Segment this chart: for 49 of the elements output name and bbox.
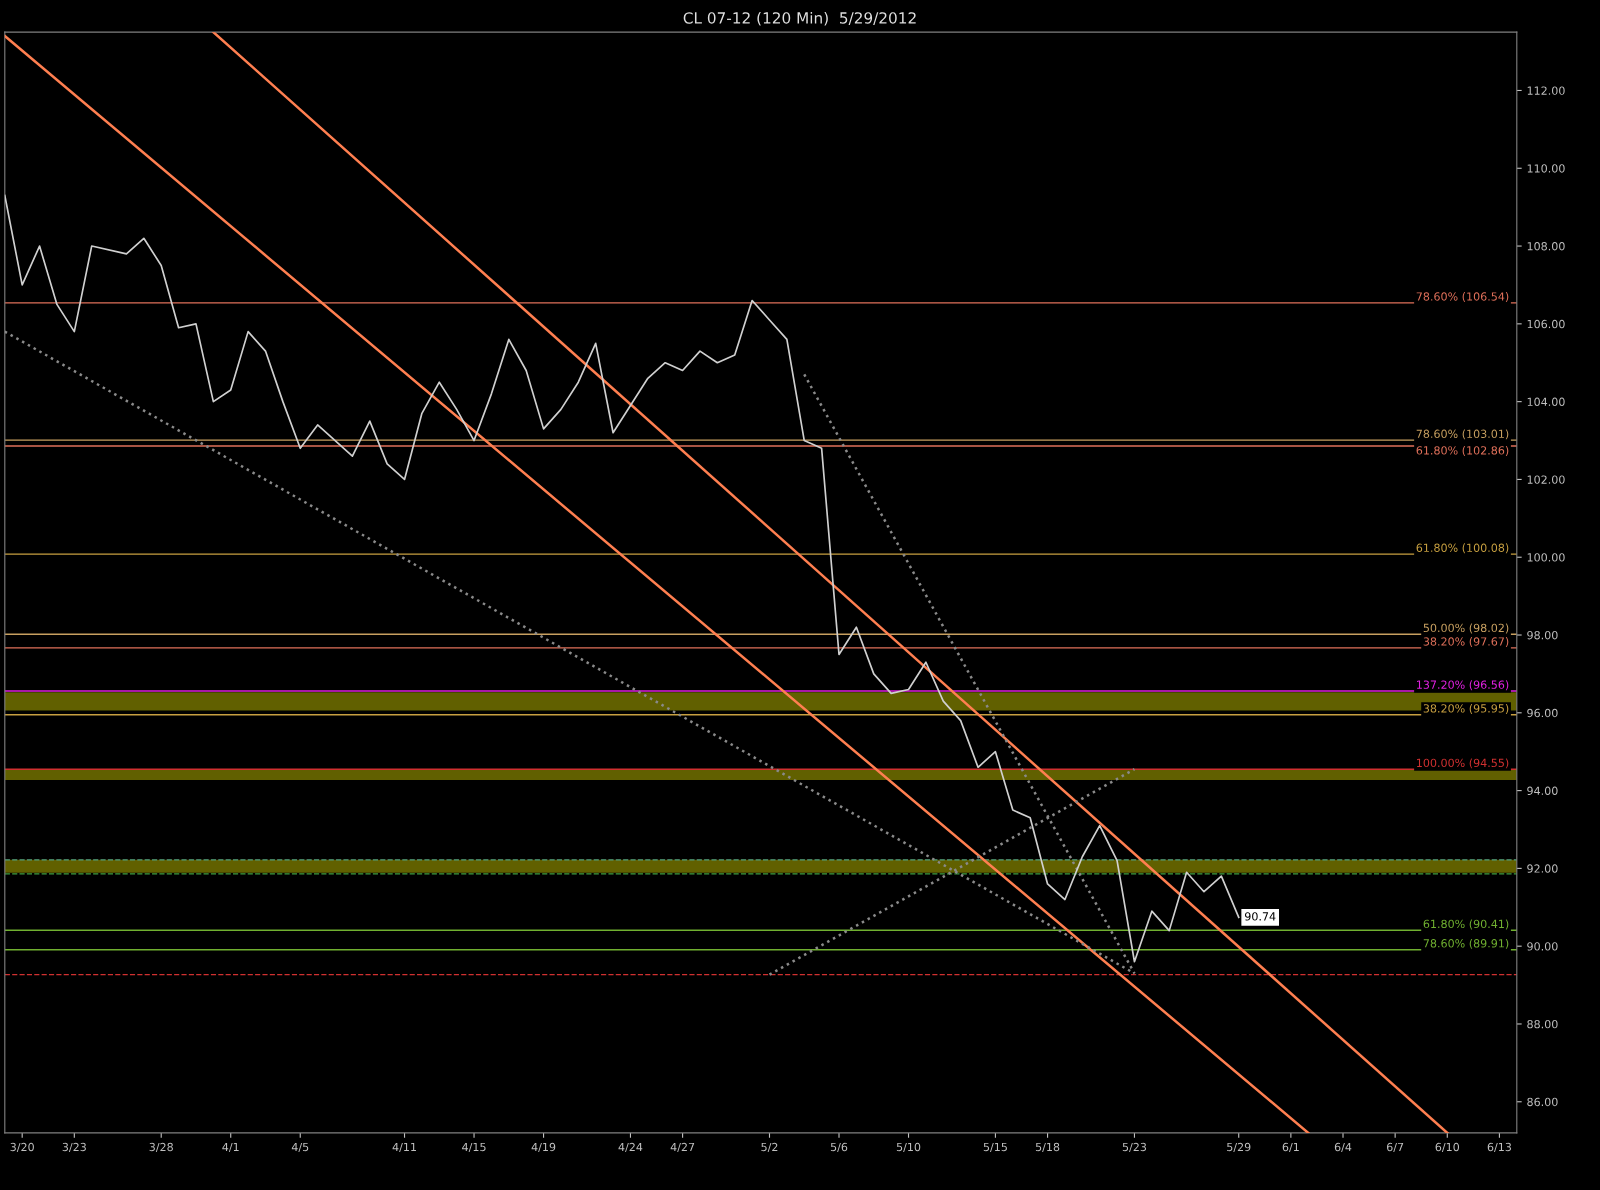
- y-tick-label: 94.00: [1527, 786, 1558, 795]
- y-tick-label: 102.00: [1527, 475, 1565, 484]
- ref-line-label: 61.80% (90.41): [1423, 919, 1509, 930]
- x-tick-label: 4/5: [291, 1142, 309, 1153]
- x-tick-label: 4/15: [462, 1142, 486, 1153]
- x-tick-label: 5/10: [896, 1142, 921, 1153]
- y-tick-label: 112.00: [1527, 86, 1565, 95]
- y-tick-label: 110.00: [1527, 164, 1565, 173]
- ref-line-label: 78.60% (103.01): [1416, 429, 1509, 440]
- x-tick-label: 3/28: [149, 1142, 173, 1153]
- y-tick-label: 108.00: [1527, 242, 1565, 251]
- x-tick-label: 6/1: [1282, 1142, 1299, 1153]
- x-tick-label: 4/11: [392, 1142, 416, 1153]
- ref-line-label: 78.60% (89.91): [1423, 938, 1509, 949]
- ref-line-label: 61.80% (102.86): [1416, 445, 1509, 456]
- annotation: 90.74: [1244, 912, 1276, 921]
- y-tick-label: 100.00: [1527, 553, 1565, 562]
- y-tick-label: 98.00: [1527, 630, 1558, 640]
- x-tick-label: 3/20: [10, 1142, 34, 1153]
- x-tick-label: 5/29: [1227, 1142, 1251, 1153]
- x-tick-label: 4/24: [618, 1142, 643, 1153]
- x-tick-label: 5/18: [1035, 1142, 1060, 1153]
- ref-line-label: 50.00% (98.02): [1423, 623, 1509, 634]
- ref-line-label: 61.80% (100.08): [1416, 543, 1509, 554]
- x-tick-label: 5/2: [761, 1142, 778, 1153]
- ref-line-label: 100.00% (94.55): [1417, 758, 1509, 769]
- x-tick-label: 5/15: [983, 1142, 1007, 1153]
- ref-line-label: 38.20% (97.67): [1423, 637, 1509, 647]
- ref-line-label: 137.20% (96.56): [1417, 680, 1509, 691]
- x-tick-label: 4/27: [670, 1142, 695, 1153]
- y-tick-label: 86.00: [1527, 1097, 1558, 1107]
- x-tick-label: 6/13: [1487, 1142, 1512, 1153]
- ref-line-label: 78.60% (106.54): [1416, 292, 1509, 302]
- ref-line-label: 38.20% (95.95): [1423, 704, 1509, 714]
- x-tick-label: 5/23: [1122, 1142, 1147, 1153]
- x-tick-label: 6/4: [1334, 1142, 1352, 1153]
- x-tick-label: 6/10: [1435, 1142, 1460, 1153]
- y-tick-label: 92.00: [1527, 864, 1558, 873]
- chart-title: CL 07-12 (120 Min) 5/29/2012: [683, 11, 916, 26]
- y-tick-label: 90.00: [1527, 942, 1558, 951]
- x-tick-label: 5/6: [830, 1142, 848, 1153]
- x-tick-label: 4/1: [222, 1142, 239, 1153]
- x-tick-label: 3/23: [62, 1142, 86, 1153]
- y-tick-label: 106.00: [1527, 319, 1565, 329]
- y-tick-label: 88.00: [1527, 1019, 1558, 1029]
- x-tick-label: 6/7: [1386, 1142, 1404, 1153]
- x-tick-label: 4/19: [531, 1142, 556, 1153]
- y-tick-label: 96.00: [1527, 708, 1558, 718]
- y-tick-label: 104.00: [1527, 397, 1565, 407]
